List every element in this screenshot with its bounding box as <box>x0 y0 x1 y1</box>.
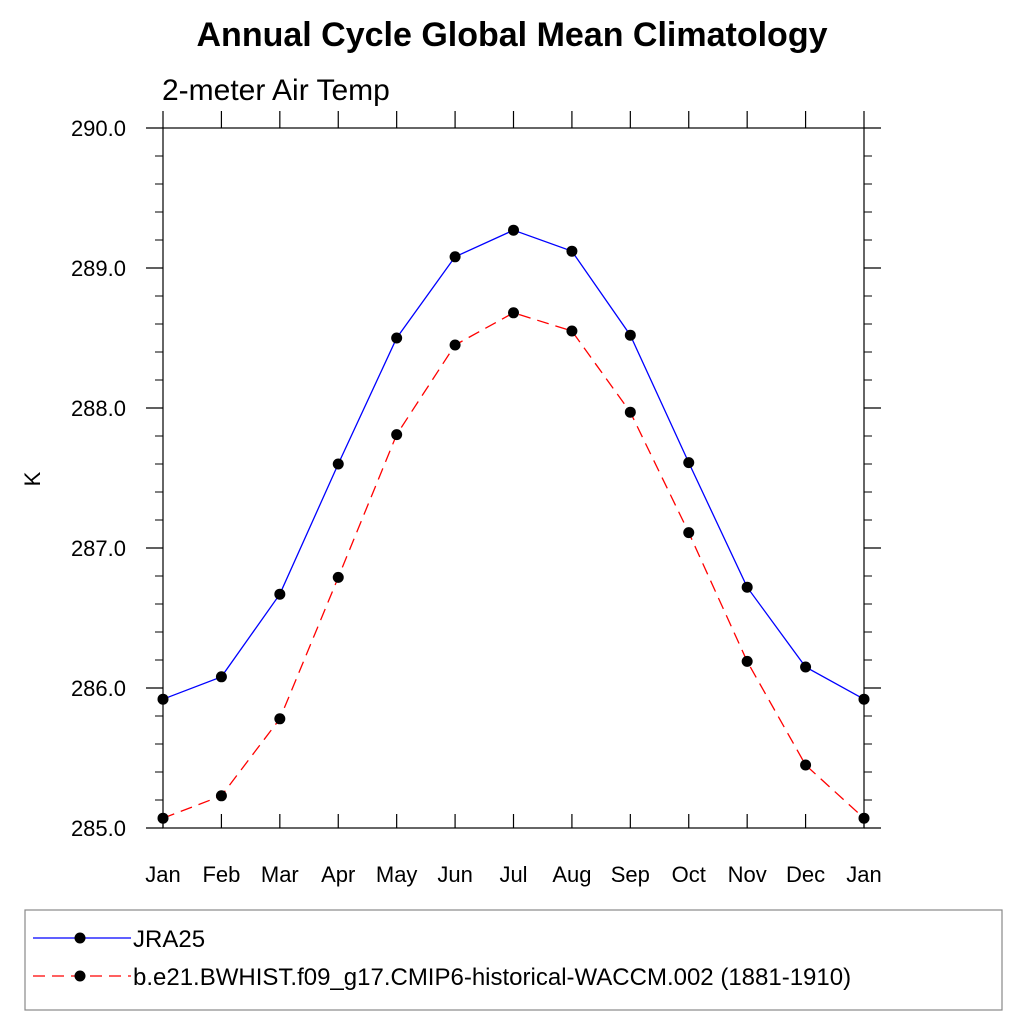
series-line <box>162 312 865 819</box>
series-2 <box>157 307 870 824</box>
series-layer <box>157 224 870 824</box>
data-point <box>508 307 519 319</box>
data-point <box>215 671 227 683</box>
series-1 <box>157 224 870 705</box>
x-tick-label: Dec <box>786 862 825 887</box>
y-tick-label: 285.0 <box>71 816 126 841</box>
y-tick-label: 290.0 <box>71 116 126 141</box>
data-point <box>858 693 870 705</box>
x-tick-label: Jan <box>145 862 180 887</box>
x-tick-label: Jul <box>499 862 527 887</box>
legend-marker <box>74 970 86 982</box>
x-tick-label: May <box>376 862 418 887</box>
legend-label: JRA25 <box>133 926 205 953</box>
data-point <box>157 693 169 705</box>
x-tick-label: Feb <box>202 862 240 887</box>
series-line <box>162 229 865 700</box>
y-axis-label: K <box>20 471 45 486</box>
y-tick-label: 286.0 <box>71 676 126 701</box>
data-point <box>449 339 461 351</box>
data-point <box>741 581 753 593</box>
axis-ticks: 285.0 286.0 287.0 288.0 289.0 290.0 Jan Feb Mar A… <box>71 111 882 887</box>
data-point <box>449 251 461 263</box>
data-point <box>800 661 812 673</box>
data-point <box>391 429 403 441</box>
legend-label: b.e21.BWHIST.f09_g17.CMIP6-historical-WA… <box>133 964 851 991</box>
x-tick-label: Nov <box>728 862 767 887</box>
legend: JRA25 b.e21.BWHIST.f09_g17.CMIP6-historic… <box>24 909 1003 1011</box>
y-tick-label: 288.0 <box>71 396 126 421</box>
data-point <box>508 224 519 236</box>
x-tick-label: Sep <box>611 862 650 887</box>
data-point <box>157 812 169 824</box>
data-point <box>566 245 578 257</box>
x-tick-label: Aug <box>552 862 591 887</box>
data-point <box>215 790 227 802</box>
legend-box <box>24 909 1003 1011</box>
chart-title: Annual Cycle Global Mean Climatology <box>197 16 828 54</box>
data-point <box>800 759 812 771</box>
data-point <box>332 458 344 470</box>
data-point <box>332 571 344 583</box>
chart-subtitle: 2-meter Air Temp <box>162 74 390 107</box>
data-point <box>683 457 695 469</box>
data-point <box>624 406 636 418</box>
x-tick-label: Oct <box>672 862 706 887</box>
y-tick-label: 289.0 <box>71 256 126 281</box>
data-point <box>741 655 753 667</box>
data-point <box>274 588 286 600</box>
data-point <box>858 812 870 824</box>
data-point <box>274 713 286 725</box>
data-point <box>624 329 636 341</box>
x-tick-label: Mar <box>261 862 299 887</box>
x-tick-label: Jan <box>846 862 881 887</box>
x-tick-label: Jun <box>437 862 472 887</box>
x-tick-label: Apr <box>321 862 355 887</box>
legend-marker <box>74 932 86 944</box>
data-point <box>391 332 403 344</box>
data-point <box>683 527 695 539</box>
data-point <box>566 325 578 337</box>
y-tick-label: 287.0 <box>71 536 126 561</box>
